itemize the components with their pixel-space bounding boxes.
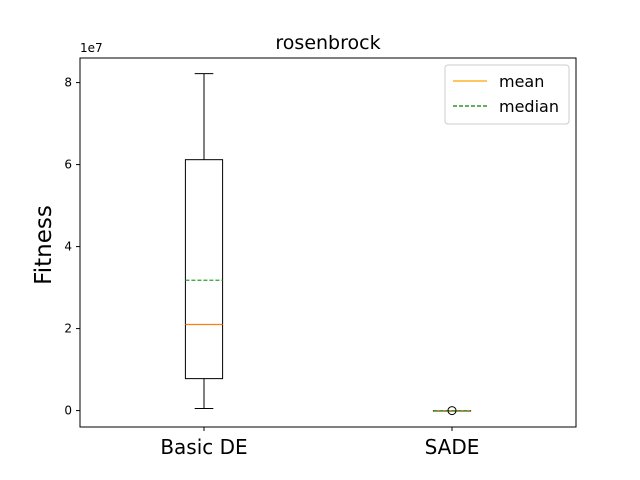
x-tick-label: SADE bbox=[425, 435, 480, 459]
y-tick-label: 0 bbox=[64, 404, 72, 418]
y-tick-label: 4 bbox=[64, 240, 72, 254]
y-axis-label: Fitness bbox=[31, 205, 57, 285]
legend-frame bbox=[444, 64, 570, 125]
legend-median-label: median bbox=[499, 97, 559, 116]
flier-point bbox=[447, 406, 457, 416]
x-tick-label: Basic DE bbox=[160, 435, 247, 459]
y-tick-label: 2 bbox=[64, 322, 72, 336]
legend-mean-label: mean bbox=[499, 72, 544, 91]
plot-area bbox=[184, 73, 472, 416]
box-group-basic-de bbox=[184, 73, 224, 410]
legend: mean median bbox=[444, 64, 570, 125]
y-tick-label: 6 bbox=[64, 158, 72, 172]
box-group-sade bbox=[432, 406, 472, 416]
y-offset-label: 1e7 bbox=[80, 41, 103, 55]
y-tick-label: 8 bbox=[64, 76, 72, 90]
plot-frame bbox=[79, 57, 577, 428]
chart-title: rosenbrock bbox=[275, 32, 380, 54]
box bbox=[184, 159, 224, 380]
